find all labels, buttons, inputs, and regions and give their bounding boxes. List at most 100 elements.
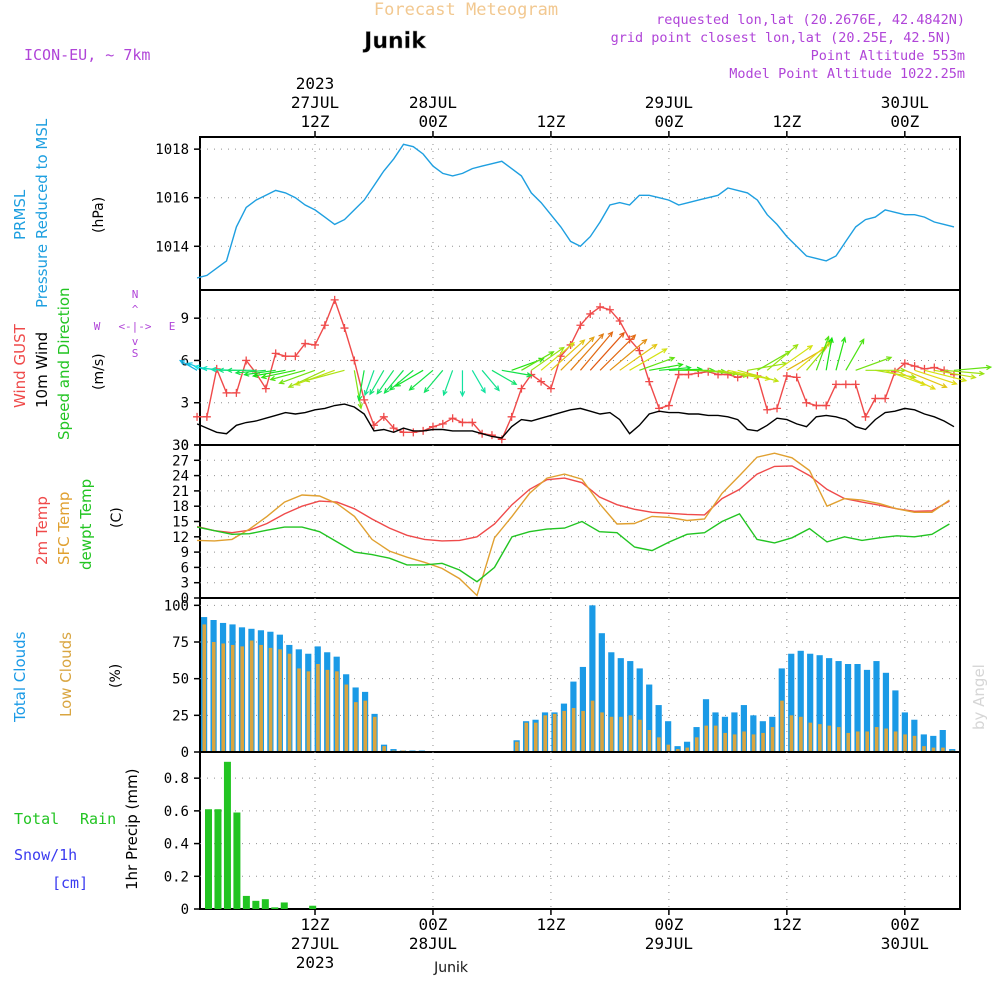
total-cloud-bar — [863, 669, 871, 752]
low-cloud-bar — [874, 727, 879, 752]
wind-arrow — [389, 369, 414, 391]
total-cloud-bar — [882, 672, 890, 752]
low-cloud-bar — [742, 731, 746, 752]
gust-marker — [497, 435, 506, 444]
gust-marker — [605, 305, 614, 314]
top-time-label: 29JUL — [645, 93, 693, 112]
prmsl-line — [196, 143, 955, 279]
total-cloud-bar — [683, 741, 691, 752]
gust-line — [197, 297, 955, 441]
wind-arrow — [530, 347, 565, 371]
y-tick-label: 12 — [172, 530, 189, 546]
wind-arrow — [944, 369, 984, 375]
wind-arrow — [757, 350, 791, 371]
wind-arrow — [501, 369, 532, 377]
wind-arrow-head — [807, 345, 814, 351]
total-label: Total — [14, 810, 59, 828]
compass-down: v — [132, 335, 139, 348]
low-cloud-bar — [761, 732, 765, 752]
ms-unit-label: (m/s) — [91, 353, 107, 390]
gust-marker — [193, 412, 202, 421]
wind-arrow-head — [251, 372, 259, 378]
wind-arrow — [737, 369, 779, 382]
low-cloud-bar — [836, 727, 841, 752]
wind-arrow-head — [294, 380, 301, 386]
temp2m-label: 2m Temp — [33, 496, 51, 565]
low-cloud-bar — [354, 702, 358, 752]
cloud-panel-labels: Total Clouds Low Clouds (%) — [11, 631, 124, 723]
prmsl-label: PRMSL — [11, 189, 29, 240]
y-tick-label: 15 — [172, 515, 189, 531]
panels: 1014101610180369036912151821242730025507… — [155, 136, 993, 918]
top-time-label: 12Z — [301, 112, 330, 131]
wind-arrow-head — [598, 333, 605, 340]
low-cloud-bar — [335, 671, 339, 752]
wind-arrow-head — [217, 367, 224, 374]
compass-west: W — [94, 320, 101, 333]
low-cloud-bar — [249, 640, 254, 752]
rain-bar — [205, 809, 212, 909]
wind-arrow — [835, 337, 846, 371]
wind-arrow — [376, 369, 395, 395]
wind-arrow — [279, 369, 316, 384]
snow-unit-label: [cm] — [52, 874, 88, 892]
gust-marker — [684, 370, 693, 379]
y-tick-label: 75 — [172, 635, 189, 651]
total-cloud-bar — [930, 735, 937, 752]
wind-arrow — [806, 339, 833, 371]
wind-arrow-head — [376, 388, 382, 395]
low-cloud-bar — [581, 710, 585, 752]
wind-arrow — [481, 369, 500, 391]
rain-bar — [233, 812, 241, 909]
top-time-label: 12Z — [772, 112, 801, 131]
gust-marker — [507, 412, 516, 421]
gust-marker — [291, 352, 300, 361]
pressure-panel-frame — [199, 136, 961, 291]
total-cloud-bar — [939, 730, 946, 752]
wind-arrow — [609, 339, 647, 371]
wind-arrow — [521, 351, 554, 371]
gust-marker — [438, 419, 447, 428]
gust-marker — [458, 418, 467, 427]
wind-arrow — [270, 369, 306, 381]
gust-marker — [261, 384, 270, 393]
total-cloud-bar — [731, 712, 738, 752]
wind-arrow-head — [773, 377, 780, 383]
gust-marker — [900, 359, 909, 368]
total-cloud-bar — [844, 664, 852, 752]
wind-arrow-head — [363, 389, 370, 397]
low-cloud-bar — [808, 722, 813, 752]
temp2m-line — [196, 465, 950, 542]
wind-arrow — [384, 369, 404, 394]
low-cloud-bar — [638, 719, 642, 752]
gust-marker — [576, 321, 585, 330]
rain-bar — [261, 899, 269, 909]
low-cloud-bar — [827, 725, 832, 752]
bottom-time-label: 00Z — [419, 915, 448, 934]
wind-arrow — [619, 344, 657, 371]
wind-arrow-head — [985, 364, 993, 371]
y-tick-label: 0.2 — [164, 869, 189, 885]
top-time-label: 28JUL — [409, 93, 457, 112]
gust-marker — [871, 394, 880, 403]
wind-arrow-head — [568, 341, 575, 348]
gust-marker — [930, 363, 939, 372]
clouds-panel: 0 25 50 75 100 — [164, 597, 961, 761]
gust-marker — [468, 418, 477, 427]
wind-arrow-head — [929, 384, 937, 390]
wind-arrow — [727, 369, 770, 380]
pressure-panel: 1014 1016 1018 — [155, 136, 961, 291]
wind-arrow — [629, 348, 667, 371]
wind-arrow — [904, 369, 947, 388]
wind-arrow — [443, 370, 454, 396]
bottom-time-label: 00Z — [890, 915, 919, 934]
wind-arrow-head — [210, 366, 217, 373]
low-cloud-bar — [562, 710, 566, 752]
model-altitude-info: Model Point Altitude 1022.25m — [729, 66, 965, 82]
total-cloud-bar — [665, 721, 672, 752]
bottom-time-label: 12Z — [772, 915, 801, 934]
wind-arrow-head — [588, 336, 595, 343]
wind-arrow-head — [538, 357, 545, 363]
